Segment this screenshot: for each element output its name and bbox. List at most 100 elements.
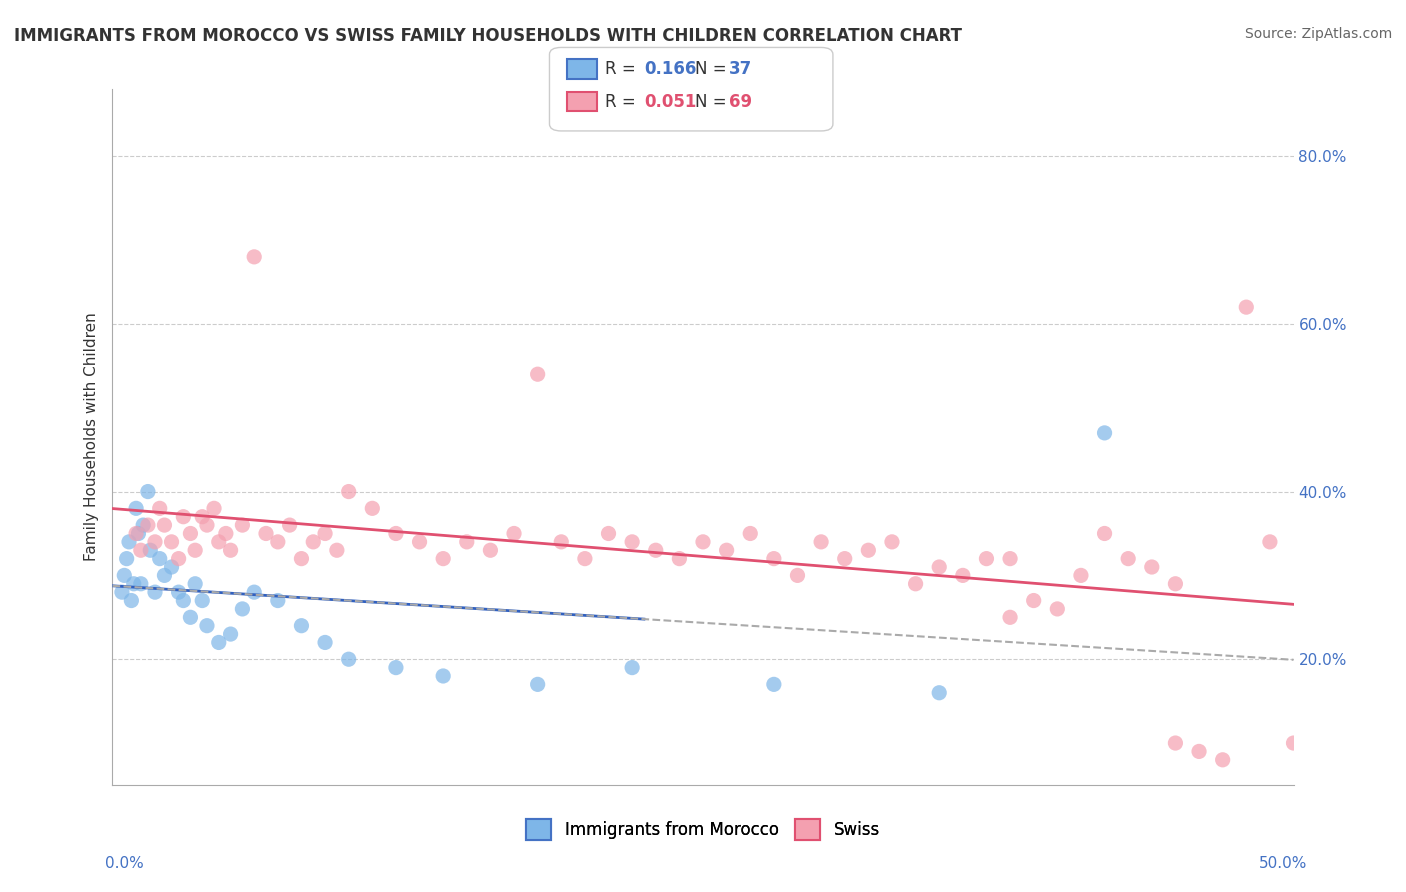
Point [1094,526,1116,541]
Point [1116,551,1139,566]
Point [208,534,231,549]
Point [692,534,714,549]
Point [132,518,155,533]
Point [762,551,785,566]
Point [191,509,214,524]
Point [167,585,190,599]
Point [880,534,903,549]
Y-axis label: Family Households with Children: Family Households with Children [83,313,98,561]
Point [129,543,152,558]
Point [243,585,266,599]
Point [160,534,183,549]
Point [184,576,207,591]
Text: 37: 37 [728,60,752,78]
Point [361,501,384,516]
FancyBboxPatch shape [567,92,596,112]
Point [1094,425,1116,440]
Point [314,635,336,649]
Point [191,593,214,607]
Point [184,543,207,558]
Point [160,560,183,574]
FancyBboxPatch shape [550,47,832,131]
Point [1258,534,1281,549]
Point [456,534,478,549]
Legend: Immigrants from Morocco, Swiss: Immigrants from Morocco, Swiss [520,813,886,847]
Point [928,560,950,574]
Point [337,484,360,499]
Text: N =: N = [695,93,731,111]
Point [231,518,253,533]
Point [858,543,880,558]
Point [952,568,974,582]
Point [621,660,644,674]
Point [118,534,141,549]
Point [179,526,201,541]
Point [267,593,290,607]
Text: Source: ZipAtlas.com: Source: ZipAtlas.com [1244,27,1392,41]
Point [337,652,360,666]
Point [302,534,325,549]
Point [143,585,166,599]
Point [219,627,242,641]
Point [740,526,762,541]
Text: 0.0%: 0.0% [105,856,145,871]
Point [278,518,301,533]
Point [1070,568,1092,582]
Point [1164,736,1187,750]
Point [550,534,572,549]
Text: 0.166: 0.166 [644,60,696,78]
Text: IMMIGRANTS FROM MOROCCO VS SWISS FAMILY HOUSEHOLDS WITH CHILDREN CORRELATION CHA: IMMIGRANTS FROM MOROCCO VS SWISS FAMILY … [14,27,962,45]
Text: 50.0%: 50.0% [1260,856,1308,871]
Point [208,635,231,649]
Point [125,526,148,541]
Point [621,534,644,549]
Point [976,551,998,566]
Point [172,509,194,524]
Point [136,484,159,499]
Point [668,551,690,566]
Point [111,585,134,599]
Point [928,686,950,700]
Point [644,543,666,558]
Point [385,526,408,541]
Text: R =: R = [605,60,641,78]
Point [122,576,145,591]
Point [314,526,336,541]
Point [172,593,194,607]
Point [167,551,190,566]
Point [112,568,135,582]
Point [762,677,785,691]
Point [149,501,172,516]
Point [904,576,927,591]
FancyBboxPatch shape [567,59,596,78]
Point [290,551,312,566]
Text: 0.051: 0.051 [644,93,696,111]
Point [129,576,152,591]
Point [786,568,808,582]
Point [120,593,142,607]
Point [219,543,242,558]
Point [432,551,454,566]
Point [1046,602,1069,616]
Point [1140,560,1163,574]
Point [998,551,1021,566]
Point [202,501,225,516]
Point [1212,753,1234,767]
Point [526,368,548,382]
Point [1234,300,1257,314]
Point [267,534,290,549]
Point [716,543,738,558]
Point [479,543,502,558]
Point [143,534,166,549]
Point [115,551,138,566]
Point [139,543,162,558]
Point [834,551,856,566]
Point [810,534,832,549]
Point [179,610,201,624]
Point [1188,744,1211,758]
Text: N =: N = [695,60,731,78]
Point [136,518,159,533]
Point [231,602,253,616]
Point [385,660,408,674]
Point [574,551,596,566]
